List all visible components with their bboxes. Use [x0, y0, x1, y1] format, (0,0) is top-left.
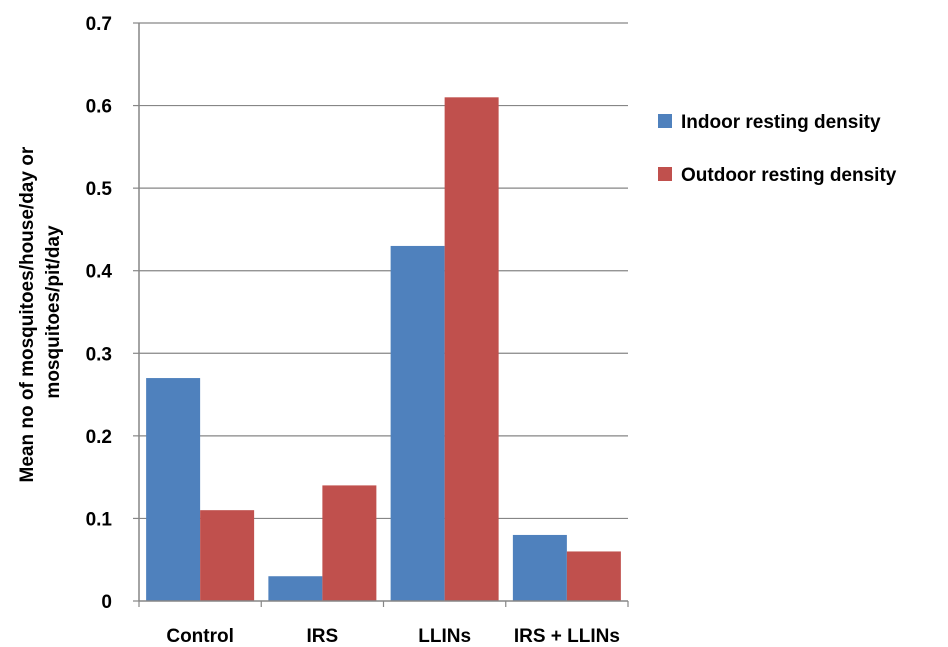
- bar-outdoor-llins: [444, 97, 499, 602]
- bar-outdoor-irs: [322, 485, 377, 601]
- legend-swatch: [658, 114, 672, 128]
- y-tick-label: 0.1: [86, 509, 113, 530]
- y-tick-label: 0: [101, 592, 112, 613]
- bars: [146, 97, 621, 602]
- bar-outdoor-control: [200, 510, 255, 601]
- legend-label: Indoor resting density: [681, 112, 881, 133]
- x-axis-ticks: [138, 601, 629, 607]
- y-axis-label-line-1: Mean no of mosquitoes/house/day or: [17, 146, 38, 482]
- bar-outdoor-irs-llins: [566, 551, 621, 601]
- legend-swatch: [658, 167, 672, 181]
- y-axis-label-line-2: mosquitoes/pit/day: [43, 225, 64, 399]
- y-tick-label: 0.3: [86, 344, 112, 365]
- x-tick-label: IRS: [307, 626, 339, 647]
- bar-indoor-llins: [390, 245, 445, 601]
- y-tick-label: 0.6: [86, 97, 112, 118]
- x-tick-label: LLINs: [418, 626, 471, 647]
- legend: Indoor resting density Outdoor resting de…: [658, 112, 897, 186]
- x-tick-label: IRS + LLINs: [514, 626, 620, 647]
- bar-indoor-irs: [268, 576, 323, 601]
- y-tick-labels: 0 0.1 0.2 0.3 0.4 0.5 0.6 0.7: [86, 14, 139, 613]
- bar-indoor-control: [146, 378, 201, 601]
- y-tick-label: 0.7: [86, 14, 112, 35]
- x-tick-labels: Control IRS LLINs IRS + LLINs: [166, 626, 620, 647]
- bar-indoor-irs-llins: [512, 534, 567, 601]
- y-axis-label: Mean no of mosquitoes/house/day or mosqu…: [17, 142, 64, 483]
- legend-label: Outdoor resting density: [681, 165, 897, 186]
- y-tick-label: 0.4: [86, 262, 113, 283]
- gridlines: [139, 22, 628, 520]
- x-tick-label: Control: [166, 626, 234, 647]
- y-tick-label: 0.2: [86, 427, 112, 448]
- y-tick-label: 0.5: [86, 179, 113, 200]
